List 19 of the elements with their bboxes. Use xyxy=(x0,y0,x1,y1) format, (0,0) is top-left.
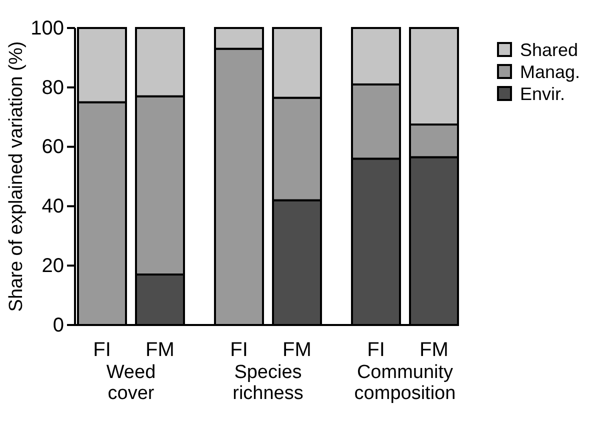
y-tick-label: 80 xyxy=(42,76,64,99)
x-tick-label: FI xyxy=(367,339,385,361)
x-tick-label: FM xyxy=(420,339,448,361)
y-tick-label: 40 xyxy=(42,196,64,218)
legend-label: Manag. xyxy=(520,62,580,82)
y-tick-label: 20 xyxy=(42,255,64,277)
legend-label: Envir. xyxy=(520,84,566,104)
y-tick-label: 60 xyxy=(42,136,64,158)
x-tick-label: FM xyxy=(282,339,312,361)
text: Species richness xyxy=(232,362,304,404)
x-tick-label: FI xyxy=(230,339,248,361)
y-axis-title: Share of explained variation (%) xyxy=(6,41,27,312)
y-tick-label: 0 xyxy=(52,314,64,336)
legend-label: Shared xyxy=(520,40,578,60)
x-tick-label: FM xyxy=(146,339,174,361)
y-tick-label: 100 xyxy=(30,17,64,40)
text: Community composition xyxy=(354,362,456,404)
text: Weed cover xyxy=(106,362,156,404)
x-tick-label: FI xyxy=(93,339,111,361)
